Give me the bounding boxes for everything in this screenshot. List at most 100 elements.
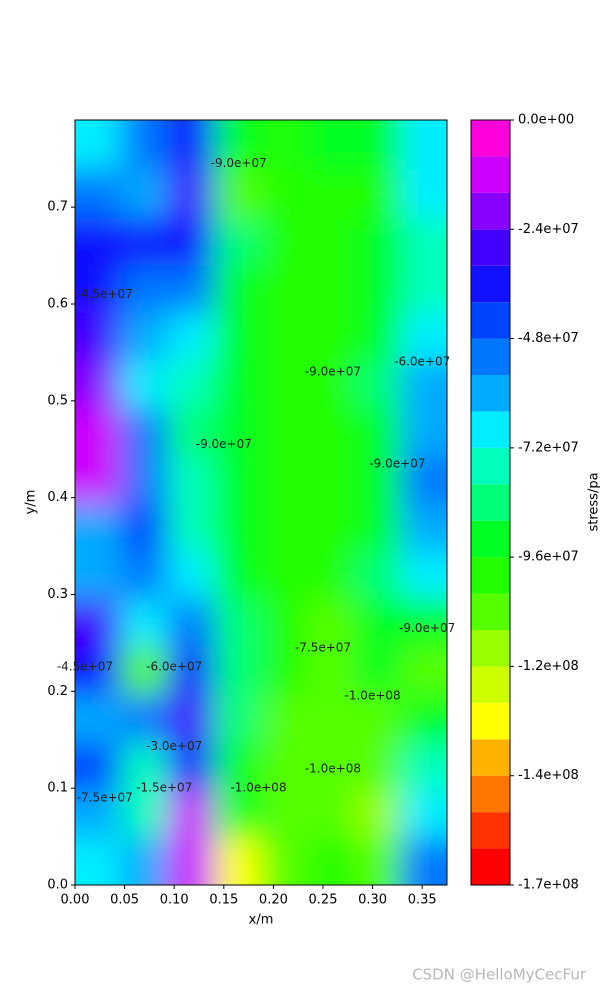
field-cell — [307, 550, 355, 600]
x-axis-label: x/m — [249, 913, 274, 928]
field-cell — [307, 169, 355, 218]
colorbar-tick-label: -1.4e+08 — [518, 768, 579, 783]
field-cell — [214, 502, 262, 552]
field-cell — [307, 502, 355, 552]
field-cell — [400, 120, 447, 170]
field-cell — [261, 217, 309, 266]
field-cell — [75, 837, 122, 885]
field-cell — [400, 408, 447, 457]
field-cell — [121, 360, 169, 409]
contour-label: -6.0e+07 — [394, 355, 450, 369]
field-cell — [400, 694, 447, 743]
field-cell — [214, 217, 262, 266]
contour-label: -9.0e+07 — [211, 156, 267, 170]
x-tick-label: 0.10 — [160, 893, 189, 908]
field-cell — [307, 120, 355, 170]
field-cell — [400, 646, 447, 695]
field-cell — [121, 646, 169, 695]
field-cell — [307, 837, 355, 885]
y-tick-label: 0.1 — [47, 781, 68, 796]
field-cell — [121, 312, 169, 361]
field-cell — [121, 455, 169, 504]
contour-label: -6.0e+07 — [146, 660, 202, 674]
field-cell — [214, 550, 262, 600]
colorbar-band — [471, 265, 510, 303]
contour-label: -3.0e+07 — [146, 739, 202, 753]
colorbar-band — [471, 702, 510, 740]
colorbar-band — [471, 338, 510, 375]
field-cell — [214, 646, 262, 695]
field-cell — [167, 502, 215, 552]
field-cell — [121, 264, 169, 313]
field-cell — [75, 120, 122, 170]
field-cell — [167, 408, 215, 457]
field-cell — [400, 169, 447, 218]
field-cell — [75, 312, 122, 361]
field-cell — [75, 550, 122, 600]
field-cell — [214, 408, 262, 457]
field-cell — [261, 312, 309, 361]
colorbar-band — [471, 557, 510, 594]
colorbar-band — [471, 812, 510, 849]
field-cell — [214, 837, 262, 885]
colorbar-tick-label: -1.7e+08 — [518, 878, 579, 893]
field-cell — [400, 264, 447, 313]
field-cell — [214, 742, 262, 791]
field-cell — [75, 264, 122, 313]
colorbar-band — [471, 630, 510, 667]
colorbar-band — [471, 666, 510, 703]
field — [75, 120, 447, 885]
colorbar-tick-label: 0.0e+00 — [518, 113, 574, 128]
field-cell — [75, 694, 122, 743]
field-cell — [261, 360, 309, 409]
field-cell — [261, 169, 309, 218]
x-tick-label: 0.00 — [61, 893, 90, 908]
x-tick-label: 0.15 — [209, 893, 238, 908]
y-tick-label: 0.7 — [47, 200, 68, 215]
y-tick-label: 0.6 — [47, 296, 68, 311]
field-cell — [307, 217, 355, 266]
field-cell — [214, 169, 262, 218]
colorbar-tick-label: -7.2e+07 — [518, 440, 579, 455]
field-cell — [75, 408, 122, 457]
colorbar-band — [471, 848, 510, 885]
field-cell — [214, 455, 262, 504]
field-cell — [214, 789, 262, 838]
x-tick-label: 0.05 — [110, 893, 139, 908]
field-cell — [354, 217, 402, 266]
field-cell — [121, 502, 169, 552]
field-cell — [261, 550, 309, 600]
field-cell — [121, 408, 169, 457]
field-cell — [261, 789, 309, 838]
colorbar-tick-label: -9.6e+07 — [518, 550, 579, 565]
field-cell — [354, 120, 402, 170]
contour-label: -9.0e+07 — [196, 437, 252, 451]
field-cell — [354, 502, 402, 552]
field-cell — [167, 646, 215, 695]
field-cell — [400, 502, 447, 552]
colorbar-band — [471, 447, 510, 485]
contour-label: -7.5e+07 — [77, 790, 133, 804]
field-cell — [121, 169, 169, 218]
field-cell — [121, 120, 169, 170]
colorbar-band — [471, 484, 510, 521]
field-cell — [75, 742, 122, 791]
field-cell — [400, 217, 447, 266]
field-cell — [400, 550, 447, 600]
field-cell — [307, 646, 355, 695]
contour-label: -1.5e+07 — [136, 781, 192, 795]
field-cell — [121, 550, 169, 600]
field-cell — [307, 789, 355, 838]
x-tick-label: 0.25 — [309, 893, 338, 908]
field-cell — [307, 408, 355, 457]
field-cell — [307, 598, 355, 647]
field-cell — [75, 646, 122, 695]
field-cell — [75, 789, 122, 838]
x-tick-label: 0.30 — [358, 893, 387, 908]
plot-frame — [74, 119, 448, 886]
field-cell — [261, 408, 309, 457]
field-cells — [75, 120, 447, 885]
field-cell — [214, 264, 262, 313]
y-tick-label: 0.2 — [47, 684, 68, 699]
field-cell — [121, 837, 169, 885]
